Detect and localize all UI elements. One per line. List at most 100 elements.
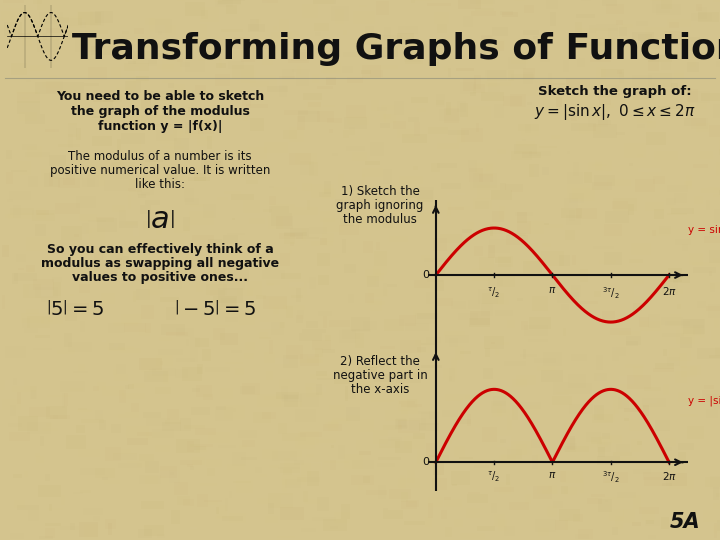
Bar [433,238,447,251]
Text: 0: 0 [422,270,429,280]
Bar [647,230,670,236]
Bar [492,26,508,36]
Bar [595,29,611,39]
Bar [364,361,368,363]
Bar [531,462,535,466]
Bar [532,455,538,469]
Bar [690,96,706,107]
Bar [300,333,321,343]
Bar [325,108,328,113]
Bar [237,151,241,158]
Bar [158,274,180,282]
Bar [229,513,246,523]
Bar [241,50,255,62]
Bar [660,73,684,81]
Bar [76,128,81,140]
Bar [262,0,278,3]
Bar [714,525,720,534]
Bar [318,275,330,285]
Bar [505,404,516,418]
Bar [94,94,118,104]
Bar [382,284,387,296]
Bar [384,113,396,123]
Bar [428,497,443,507]
Bar [149,18,155,31]
Bar [516,144,540,153]
Bar [361,70,371,74]
Bar [571,354,587,361]
Bar [659,227,673,230]
Bar [666,472,688,487]
Bar [508,320,516,328]
Bar [541,234,551,248]
Bar [588,498,602,503]
Bar [511,74,534,80]
Bar [212,296,237,310]
Bar [311,184,334,198]
Bar [489,406,501,410]
Bar [160,297,179,302]
Bar [335,2,357,7]
Bar [449,368,455,382]
Bar [570,383,592,394]
Bar [288,204,297,212]
Bar [637,124,645,128]
Bar [643,521,650,534]
Bar [85,19,98,30]
Bar [492,211,503,222]
Bar [129,126,135,134]
Bar [469,318,490,327]
Bar [622,24,633,28]
Bar [439,423,443,425]
Bar [175,78,191,85]
Bar [524,462,548,471]
Bar [615,516,623,529]
Bar [428,127,449,134]
Bar [382,114,391,119]
Bar [516,294,525,298]
Bar [147,374,169,380]
Bar [145,317,170,328]
Bar [392,222,403,235]
Bar [653,368,674,372]
Bar [698,348,720,359]
Bar [572,254,577,265]
Bar [615,96,620,110]
Bar [226,5,237,14]
Bar [17,101,40,114]
Bar [112,205,125,212]
Bar [82,71,104,80]
Bar [543,69,564,80]
Bar [418,347,426,352]
Bar [174,84,185,96]
Bar [40,436,44,446]
Bar [469,168,483,182]
Bar [140,515,156,525]
Bar [96,382,107,390]
Bar [411,97,428,103]
Bar [195,85,205,93]
Bar [703,510,720,522]
Bar [132,76,148,83]
Bar [242,440,255,447]
Bar [14,500,25,508]
Bar [387,190,395,202]
Bar [500,440,506,443]
Bar [139,329,150,335]
Bar [444,498,462,507]
Bar [662,483,672,485]
Bar [709,125,720,137]
Bar [112,300,131,312]
Bar [374,359,394,369]
Bar [158,247,181,261]
Bar [690,118,708,129]
Bar [598,89,620,100]
Bar [220,333,238,345]
Bar [145,323,151,333]
Bar [541,253,560,266]
Bar [210,401,232,409]
Bar [245,342,256,350]
Bar [260,322,279,329]
Bar [251,405,260,408]
Bar [668,268,683,282]
